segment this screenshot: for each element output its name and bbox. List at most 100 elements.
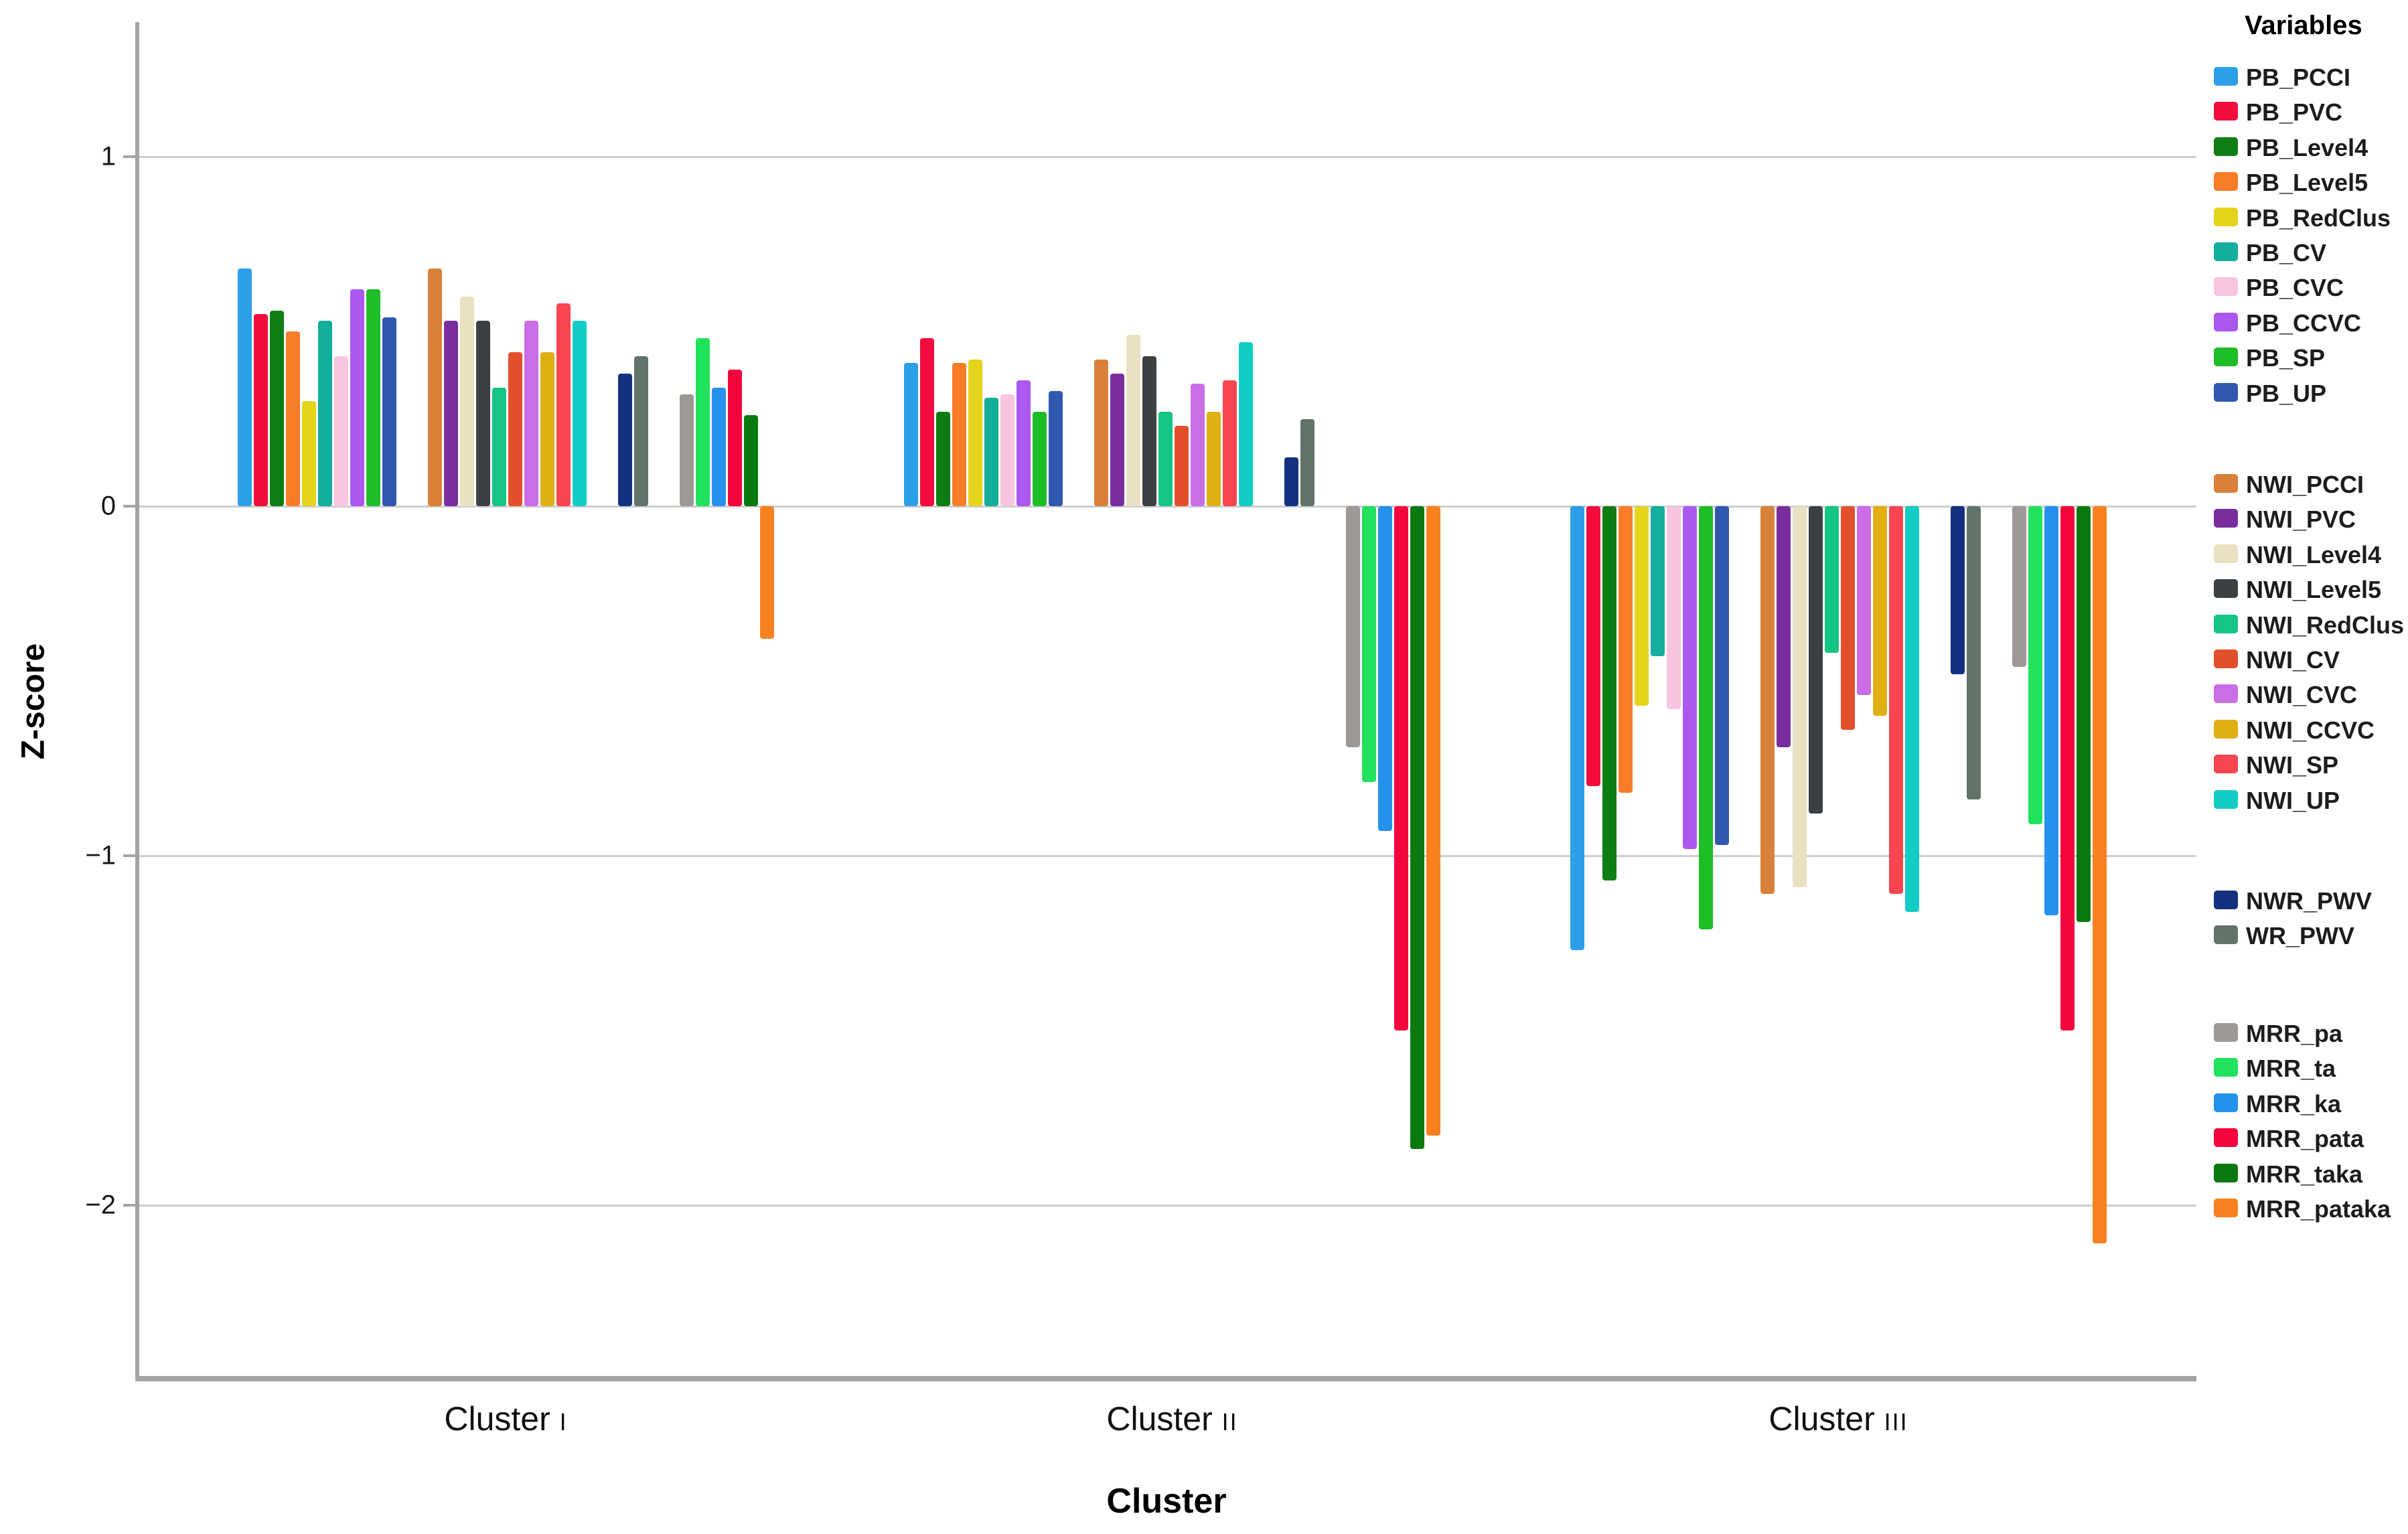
bar-NWR_PWV-cluster1 <box>618 373 632 506</box>
bar-NWI_Level5-cluster1 <box>476 321 490 506</box>
legend-label-PB_CVC: PB_CVC <box>2246 274 2344 302</box>
bar-NWI_UP-cluster3 <box>1905 506 1919 912</box>
bar-PB_SP-cluster2 <box>1033 412 1047 506</box>
y-tick-label: −2 <box>85 1190 116 1220</box>
bar-PB_CCVC-cluster2 <box>1017 380 1031 506</box>
legend-swatch-WR_PWV <box>2214 925 2238 945</box>
legend-swatch-MRR_ta <box>2214 1058 2238 1077</box>
legend-label-MRR_ta: MRR_ta <box>2246 1055 2336 1083</box>
bar-PB_RedClus-cluster3 <box>1635 506 1649 706</box>
legend-swatch-NWR_PWV <box>2214 891 2238 909</box>
bar-PB_Level5-cluster2 <box>952 362 966 506</box>
legend-swatch-NWI_CCVC <box>2214 719 2238 739</box>
bar-MRR_pa-cluster2 <box>1346 506 1360 748</box>
bar-NWI_UP-cluster2 <box>1239 341 1253 506</box>
bar-NWI_CVC-cluster1 <box>524 321 538 506</box>
legend-label-PB_RedClus: PB_RedClus <box>2246 204 2391 232</box>
bar-MRR_ka-cluster1 <box>712 387 726 506</box>
bar-WR_PWV-cluster2 <box>1300 418 1314 506</box>
legend-label-MRR_ka: MRR_ka <box>2246 1089 2342 1118</box>
legend-swatch-NWI_Level4 <box>2214 544 2238 563</box>
x-axis-title: Cluster <box>1106 1482 1227 1521</box>
bar-NWI_CCVC-cluster3 <box>1873 506 1887 716</box>
legend-label-WR_PWV: WR_PWV <box>2246 922 2354 950</box>
bar-NWI_PCCI-cluster3 <box>1760 506 1775 895</box>
legend-label-MRR_pataka: MRR_pataka <box>2246 1195 2391 1223</box>
bar-PB_PVC-cluster2 <box>920 338 934 506</box>
bar-PB_UP-cluster3 <box>1715 506 1729 846</box>
x-axis-line <box>135 1376 2196 1381</box>
bar-MRR_taka-cluster2 <box>1410 506 1424 1150</box>
bar-PB_SP-cluster1 <box>366 289 380 506</box>
bar-PB_CV-cluster1 <box>318 321 332 506</box>
y-axis-title: Z-score <box>15 643 52 760</box>
bar-PB_CVC-cluster2 <box>1000 394 1014 506</box>
x-tick-text: Cluster <box>444 1400 560 1438</box>
bar-MRR_pa-cluster3 <box>2012 506 2026 668</box>
legend-label-NWI_UP: NWI_UP <box>2246 786 2340 814</box>
legend-label-NWI_RedClus: NWI_RedClus <box>2246 611 2405 639</box>
legend-label-NWI_CVC: NWI_CVC <box>2246 681 2358 709</box>
bar-PB_SP-cluster3 <box>1699 506 1713 929</box>
legend-swatch-PB_Level5 <box>2214 172 2238 191</box>
bar-PB_PVC-cluster1 <box>254 313 268 506</box>
x-tick-numeral: II <box>1221 1408 1238 1436</box>
bar-PB_PCCI-cluster2 <box>904 362 918 506</box>
legend-label-NWI_SP: NWI_SP <box>2246 751 2339 779</box>
legend-swatch-MRR_taka <box>2214 1163 2238 1182</box>
legend-swatch-PB_PCCI <box>2214 67 2238 86</box>
bar-WR_PWV-cluster3 <box>1967 506 1981 800</box>
legend-label-MRR_taka: MRR_taka <box>2246 1160 2363 1188</box>
bar-PB_CCVC-cluster3 <box>1683 506 1697 849</box>
legend-swatch-PB_PVC <box>2214 102 2238 121</box>
bar-NWI_Level4-cluster1 <box>460 296 474 506</box>
legend-label-PB_SP: PB_SP <box>2246 344 2326 372</box>
gridline-y0 <box>135 506 2196 508</box>
bar-MRR_ta-cluster1 <box>696 338 710 506</box>
gridline-y1 <box>135 156 2196 158</box>
legend-swatch-NWI_SP <box>2214 755 2238 774</box>
legend-label-PB_UP: PB_UP <box>2246 379 2327 407</box>
bar-PB_RedClus-cluster1 <box>302 401 316 506</box>
bar-MRR_ta-cluster3 <box>2028 506 2042 825</box>
legend-swatch-PB_CVC <box>2214 277 2238 297</box>
x-tick-label-cluster-II: Cluster II <box>1106 1399 1237 1438</box>
legend-label-NWI_Level4: NWI_Level4 <box>2246 540 2382 568</box>
legend-label-NWI_PCCI: NWI_PCCI <box>2246 471 2364 498</box>
legend-swatch-MRR_ka <box>2214 1093 2238 1112</box>
bar-PB_UP-cluster1 <box>382 317 396 506</box>
legend-swatch-NWI_Level5 <box>2214 579 2238 599</box>
legend-swatch-MRR_pa <box>2214 1023 2238 1042</box>
bar-NWI_PVC-cluster1 <box>444 321 458 506</box>
gridline-y-1 <box>135 855 2196 857</box>
bar-WR_PWV-cluster1 <box>634 356 648 506</box>
bar-PB_Level4-cluster1 <box>270 310 284 506</box>
bar-MRR_pa-cluster1 <box>680 394 694 506</box>
bar-PB_CV-cluster3 <box>1651 506 1665 657</box>
x-tick-numeral: I <box>559 1408 568 1436</box>
y-tick-label: 1 <box>100 141 116 171</box>
bar-PB_Level4-cluster3 <box>1602 506 1616 880</box>
legend-swatch-NWI_PVC <box>2214 509 2238 528</box>
legend-label-NWR_PWV: NWR_PWV <box>2246 887 2372 915</box>
bar-NWI_Level4-cluster3 <box>1793 506 1807 887</box>
bar-PB_PVC-cluster3 <box>1586 506 1600 786</box>
bar-NWI_SP-cluster1 <box>556 303 571 506</box>
bar-NWI_CV-cluster2 <box>1175 425 1189 506</box>
legend-swatch-PB_CCVC <box>2214 312 2238 331</box>
y-tick-label: −1 <box>85 840 116 870</box>
bar-NWI_RedClus-cluster2 <box>1158 412 1173 506</box>
bar-MRR_ka-cluster3 <box>2044 506 2058 915</box>
bar-MRR_ka-cluster2 <box>1378 506 1392 832</box>
bar-NWI_CV-cluster3 <box>1841 506 1855 731</box>
y-tick-mark <box>123 1204 135 1207</box>
bar-NWI_RedClus-cluster3 <box>1825 506 1839 654</box>
bar-NWI_SP-cluster3 <box>1889 506 1903 895</box>
y-tick-mark <box>123 505 135 508</box>
legend-label-MRR_pata: MRR_pata <box>2246 1125 2364 1153</box>
legend-label-PB_CCVC: PB_CCVC <box>2246 309 2362 337</box>
y-tick-mark <box>123 854 135 857</box>
legend-swatch-PB_Level4 <box>2214 137 2238 156</box>
y-axis-line <box>135 22 139 1381</box>
legend-label-NWI_PVC: NWI_PVC <box>2246 506 2356 534</box>
